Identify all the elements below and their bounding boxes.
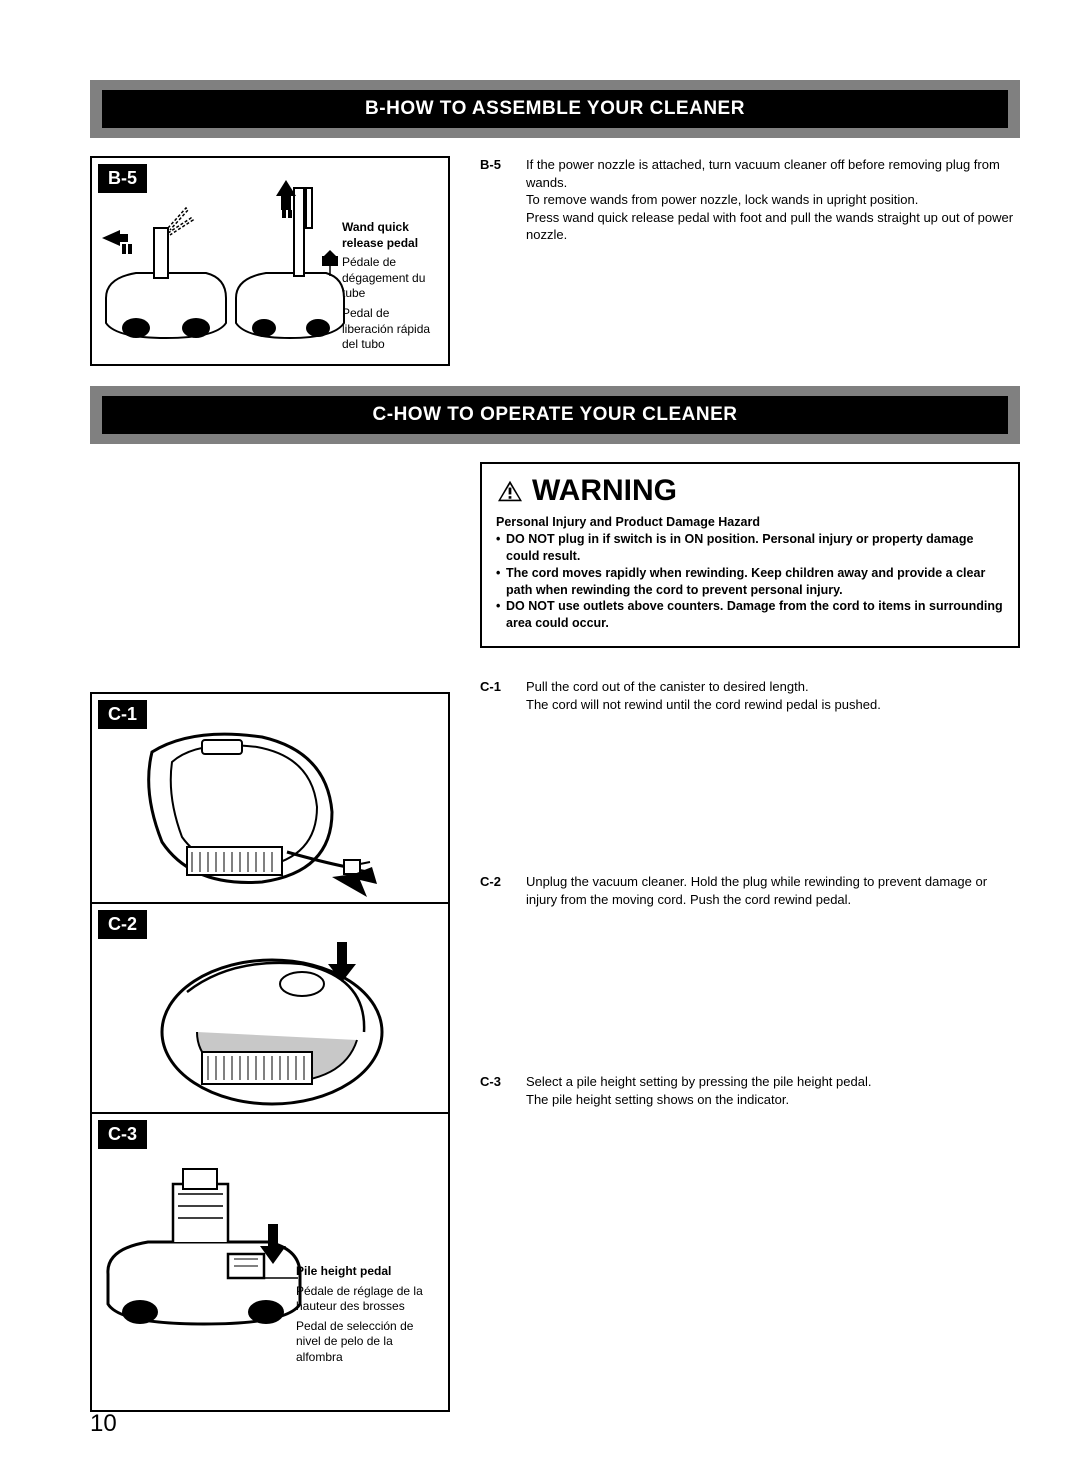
instr-b5-line1: If the power nozzle is attached, turn va… [526, 156, 1020, 191]
instr-c3: C-3 Select a pile height setting by pres… [480, 1073, 1020, 1108]
callout-c3: Pile height pedal Pédale de réglage de l… [296, 1264, 436, 1366]
section-b-content: B-5 [90, 156, 1020, 366]
instr-b5-label: B-5 [480, 156, 508, 244]
instr-c1: C-1 Pull the cord out of the canister to… [480, 678, 1020, 713]
instr-c1-text: Pull the cord out of the canister to des… [526, 678, 1020, 713]
instr-c3-line2: The pile height setting shows on the ind… [526, 1091, 1020, 1109]
instr-c2: C-2 Unplug the vacuum cleaner. Hold the … [480, 873, 1020, 908]
page-number: 10 [90, 1410, 117, 1438]
section-c-header: C-HOW TO OPERATE YOUR CLEANER [90, 386, 1020, 444]
warning-title-row: WARNING [496, 474, 1004, 508]
figure-c3: C-3 Pile [90, 1112, 450, 1412]
instructions-b5: B-5 If the power nozzle is attached, tur… [470, 156, 1020, 366]
warning-box: WARNING Personal Injury and Product Dama… [480, 462, 1020, 648]
figure-b5-label: B-5 [98, 164, 147, 193]
instr-c3-line1: Select a pile height setting by pressing… [526, 1073, 1020, 1091]
instr-c1-line2: The cord will not rewind until the cord … [526, 696, 1020, 714]
figure-c2: C-2 [90, 902, 450, 1112]
figure-c1-illustration [132, 712, 412, 902]
warning-bullet-2: The cord moves rapidly when rewinding. K… [496, 565, 1004, 599]
instr-b5-line2: To remove wands from power nozzle, lock … [526, 191, 1020, 209]
figure-c2-illustration [142, 922, 422, 1112]
warning-bullet-3: DO NOT use outlets above counters. Damag… [496, 598, 1004, 632]
figure-b5-container: B-5 [90, 156, 450, 366]
section-c-content: C-1 C-2 [90, 462, 1020, 1412]
instr-b5-line3: Press wand quick release pedal with foot… [526, 209, 1020, 244]
instr-c1-label: C-1 [480, 678, 508, 713]
section-b-header: B-HOW TO ASSEMBLE YOUR CLEANER [90, 80, 1020, 138]
callout-c3-fr: Pédale de réglage de la hauteur des bros… [296, 1284, 436, 1315]
callout-c3-en: Pile height pedal [296, 1264, 436, 1280]
section-c-right: WARNING Personal Injury and Product Dama… [470, 462, 1020, 1116]
warning-title-text: WARNING [532, 474, 677, 508]
figure-c3-label: C-3 [98, 1120, 147, 1149]
figure-c1: C-1 [90, 692, 450, 902]
instr-c1-line1: Pull the cord out of the canister to des… [526, 678, 1020, 696]
figure-c2-label: C-2 [98, 910, 147, 939]
callout-b5-es: Pedal de liberación rápida del tubo [342, 306, 442, 353]
figure-b5-illustration [96, 178, 346, 358]
warning-bullet-1: DO NOT plug in if switch is in ON positi… [496, 531, 1004, 565]
callout-b5-en: Wand quick release pedal [342, 220, 442, 251]
figure-b5: B-5 [90, 156, 450, 366]
instr-c3-label: C-3 [480, 1073, 508, 1108]
callout-b5-fr: Pédale de dégagement du tube [342, 255, 442, 302]
section-b-title: B-HOW TO ASSEMBLE YOUR CLEANER [102, 90, 1008, 128]
warning-subtitle: Personal Injury and Product Damage Hazar… [496, 514, 1004, 531]
instr-c3-text: Select a pile height setting by pressing… [526, 1073, 1020, 1108]
instr-b5-text: If the power nozzle is attached, turn va… [526, 156, 1020, 244]
warning-icon [496, 479, 524, 503]
figure-c3-illustration [98, 1154, 308, 1344]
instr-c2-label: C-2 [480, 873, 508, 908]
section-c-title: C-HOW TO OPERATE YOUR CLEANER [102, 396, 1008, 434]
figure-c1-label: C-1 [98, 700, 147, 729]
figures-c-container: C-1 C-2 [90, 462, 450, 1412]
warning-body: Personal Injury and Product Damage Hazar… [496, 514, 1004, 632]
callout-c3-es: Pedal de selección de nivel de pelo de l… [296, 1319, 436, 1366]
callout-b5: Wand quick release pedal Pédale de dégag… [342, 220, 442, 353]
instr-c2-text: Unplug the vacuum cleaner. Hold the plug… [526, 873, 1020, 908]
